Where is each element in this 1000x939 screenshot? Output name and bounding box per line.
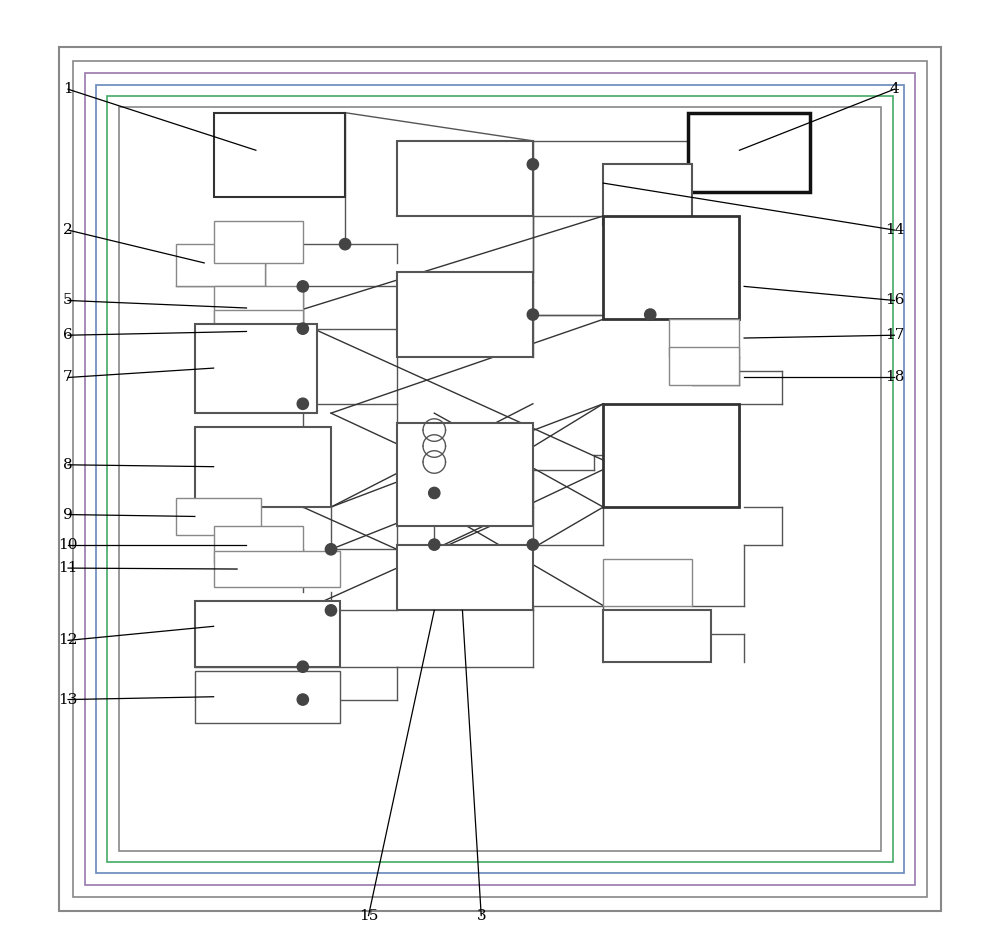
Text: 17: 17 [885,329,904,342]
Text: 10: 10 [58,538,78,551]
Bar [73,61,927,897]
Bar [214,310,303,352]
Bar [669,319,739,357]
Text: 15: 15 [359,909,378,922]
Circle shape [297,398,308,409]
Text: 12: 12 [58,634,78,647]
Bar [397,141,533,216]
Circle shape [527,159,538,170]
Text: 4: 4 [890,83,899,96]
Bar [195,601,340,667]
Text: 9: 9 [63,508,73,521]
Bar [603,164,692,225]
Circle shape [527,309,538,320]
Bar [107,96,893,862]
Bar [397,545,533,610]
Bar [214,526,303,563]
Circle shape [645,309,656,320]
Bar [397,282,453,315]
Bar [688,113,810,192]
Text: 7: 7 [63,371,73,384]
Bar [85,73,915,885]
Bar [603,404,739,507]
Text: 13: 13 [58,693,78,706]
Bar [603,216,739,319]
Circle shape [297,323,308,334]
Bar [176,244,265,286]
Text: 2: 2 [63,223,73,237]
Bar [214,221,303,263]
Bar [96,85,904,873]
Bar [119,107,881,851]
Bar [603,610,711,662]
Circle shape [527,539,538,550]
Bar [397,272,533,357]
Text: 18: 18 [885,371,904,384]
Circle shape [325,605,337,616]
Text: 5: 5 [63,294,73,307]
Bar [195,324,317,413]
Text: 1: 1 [63,83,73,96]
Circle shape [297,694,308,705]
Bar [603,559,692,606]
Circle shape [297,281,308,292]
Bar [397,423,533,526]
Text: 8: 8 [63,458,73,471]
Text: 16: 16 [885,294,904,307]
Bar [195,427,331,507]
Bar [214,286,303,329]
Bar [176,498,261,535]
Text: 6: 6 [63,329,73,342]
Circle shape [339,239,351,250]
Circle shape [325,544,337,555]
Bar [214,551,340,587]
Bar [669,347,739,385]
Text: 3: 3 [476,909,486,922]
Bar [214,113,345,197]
Circle shape [297,661,308,672]
Text: 14: 14 [885,223,904,237]
Text: 11: 11 [58,562,78,575]
Circle shape [429,539,440,550]
Bar [195,671,340,723]
Circle shape [429,487,440,499]
